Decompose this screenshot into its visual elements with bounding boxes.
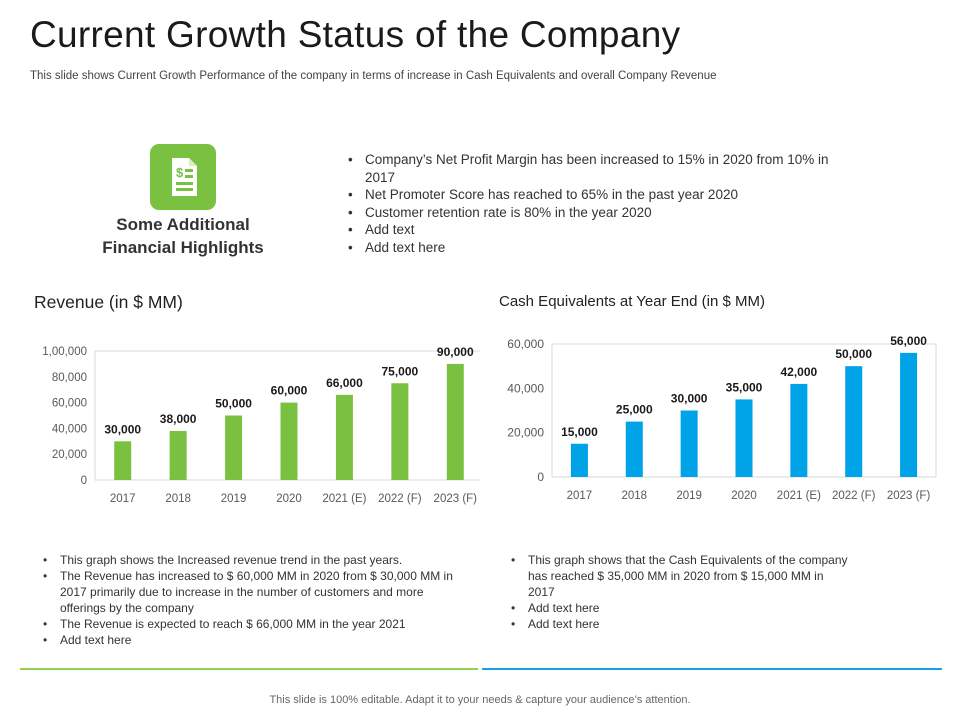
data-label: 60,000 bbox=[271, 384, 308, 398]
y-tick-label: 0 bbox=[537, 470, 544, 484]
y-tick-label: 20,000 bbox=[507, 426, 544, 440]
y-tick-label: 40,000 bbox=[507, 381, 544, 395]
data-label: 25,000 bbox=[616, 403, 653, 417]
page-title: Current Growth Status of the Company bbox=[30, 14, 681, 55]
x-tick-label: 2017 bbox=[110, 493, 136, 505]
bar bbox=[280, 402, 298, 480]
bar bbox=[446, 363, 464, 480]
y-tick-label: 60,000 bbox=[52, 398, 87, 410]
x-tick-label: 2023 (F) bbox=[434, 493, 478, 505]
data-label: 75,000 bbox=[382, 364, 419, 378]
data-label: 50,000 bbox=[835, 347, 872, 361]
y-tick-label: 60,000 bbox=[507, 337, 544, 351]
x-tick-label: 2019 bbox=[676, 490, 702, 502]
cash-notes: This graph shows that the Cash Equivalen… bbox=[508, 552, 848, 632]
x-tick-label: 2022 (F) bbox=[378, 493, 422, 505]
list-item: This graph shows the Increased revenue t… bbox=[40, 552, 455, 568]
bar bbox=[570, 443, 588, 477]
bar bbox=[391, 383, 409, 480]
bar bbox=[169, 430, 187, 480]
page-subtitle: This slide shows Current Growth Performa… bbox=[30, 70, 717, 82]
blue-divider bbox=[482, 668, 942, 670]
y-tick-label: 0 bbox=[81, 475, 87, 487]
list-item: Add text here bbox=[508, 616, 848, 632]
list-item: Net Promoter Score has reached to 65% in… bbox=[345, 186, 835, 204]
list-item: Add text here bbox=[40, 632, 455, 648]
bar bbox=[114, 441, 132, 480]
list-item: Add text bbox=[345, 221, 835, 239]
list-item: Add text here bbox=[345, 239, 835, 257]
bar bbox=[680, 410, 698, 477]
footer-note: This slide is 100% editable. Adapt it to… bbox=[269, 694, 691, 706]
revenue-notes: This graph shows the Increased revenue t… bbox=[40, 552, 455, 648]
x-tick-label: 2023 (F) bbox=[887, 490, 931, 502]
x-tick-label: 2018 bbox=[165, 493, 191, 505]
list-item: The Revenue is expected to reach $ 66,00… bbox=[40, 616, 455, 632]
bar bbox=[225, 415, 243, 480]
list-item: Add text here bbox=[508, 600, 848, 616]
x-tick-label: 2021 (E) bbox=[322, 493, 366, 505]
data-label: 15,000 bbox=[561, 425, 598, 439]
cash-equivalents-chart: 0 20,000 40,000 60,000 15,000 2017 25,000 2018 3… bbox=[507, 334, 937, 502]
bar bbox=[625, 421, 643, 477]
green-divider bbox=[20, 668, 478, 670]
y-tick-label: 20,000 bbox=[52, 449, 87, 461]
list-item: The Revenue has increased to $ 60,000 MM… bbox=[40, 568, 455, 616]
x-tick-label: 2020 bbox=[731, 490, 757, 502]
data-label: 56,000 bbox=[890, 334, 927, 348]
dollar-document-icon: $ bbox=[150, 144, 216, 210]
svg-text:$: $ bbox=[176, 165, 184, 180]
x-tick-label: 2021 (E) bbox=[777, 490, 821, 502]
y-tick-label: 1,00,000 bbox=[42, 346, 87, 358]
data-label: 30,000 bbox=[671, 392, 708, 406]
y-tick-label: 80,000 bbox=[52, 372, 87, 384]
list-item: This graph shows that the Cash Equivalen… bbox=[508, 552, 848, 600]
data-label: 30,000 bbox=[104, 422, 141, 436]
bar bbox=[335, 394, 353, 480]
bar bbox=[790, 383, 808, 477]
cash-chart-title: Cash Equivalents at Year End (in $ MM) bbox=[499, 293, 765, 310]
bar bbox=[845, 366, 863, 477]
bar bbox=[735, 399, 753, 477]
bar bbox=[900, 352, 918, 477]
data-label: 42,000 bbox=[781, 365, 818, 379]
x-tick-label: 2017 bbox=[567, 490, 593, 502]
x-tick-label: 2019 bbox=[221, 493, 247, 505]
x-tick-label: 2022 (F) bbox=[832, 490, 876, 502]
data-label: 66,000 bbox=[326, 376, 363, 390]
revenue-chart-title: Revenue (in $ MM) bbox=[34, 292, 183, 312]
list-item: Customer retention rate is 80% in the ye… bbox=[345, 204, 835, 222]
data-label: 50,000 bbox=[215, 397, 252, 411]
data-label: 35,000 bbox=[726, 380, 763, 394]
highlights-heading: Some Additional Financial Highlights bbox=[102, 215, 264, 257]
x-tick-label: 2020 bbox=[276, 493, 302, 505]
y-tick-label: 40,000 bbox=[52, 423, 87, 435]
data-label: 38,000 bbox=[160, 412, 197, 426]
data-label: 90,000 bbox=[437, 345, 474, 359]
revenue-chart: 0 20,000 40,000 60,000 80,000 1,00,000 30,000 2… bbox=[42, 345, 480, 505]
list-item: Company’s Net Profit Margin has been inc… bbox=[345, 151, 835, 186]
highlights-list: Company’s Net Profit Margin has been inc… bbox=[345, 151, 835, 256]
x-tick-label: 2018 bbox=[621, 490, 647, 502]
